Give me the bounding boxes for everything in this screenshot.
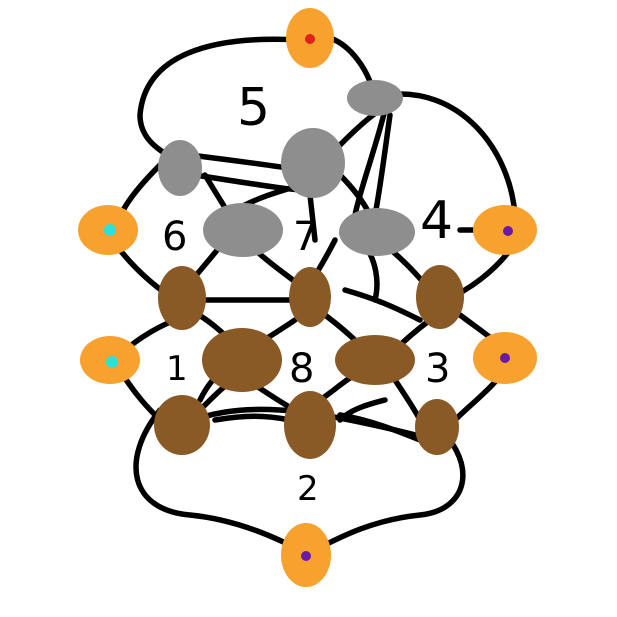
region-label-5: 5: [237, 78, 270, 138]
brown-node: [284, 391, 336, 459]
region-label-2: 2: [297, 469, 319, 509]
terminal-dot: [500, 353, 510, 363]
region-label-4: 4: [420, 191, 453, 251]
edge: [342, 287, 423, 323]
brown-node: [415, 399, 459, 455]
terminal-dot: [104, 224, 116, 236]
region-label-8: 8: [289, 346, 314, 392]
edge: [133, 407, 303, 553]
terminal-dot: [503, 226, 513, 236]
gray-nodes: [158, 80, 415, 257]
edge: [392, 377, 423, 423]
edge: [337, 397, 388, 423]
region-label-6: 6: [162, 214, 187, 260]
gray-node: [339, 208, 415, 256]
edge: [212, 413, 293, 423]
gray-node: [281, 128, 345, 198]
brown-node: [202, 328, 282, 392]
terminal-dot: [305, 34, 315, 44]
region-label-3: 3: [425, 346, 450, 392]
region-labels: 5 4 6 7 1 8 3 2: [162, 78, 453, 509]
brown-node: [335, 335, 415, 385]
edge: [352, 107, 388, 218]
brown-node: [289, 267, 331, 327]
edge: [337, 412, 423, 443]
terminal-dot: [301, 551, 311, 561]
edge: [137, 36, 303, 163]
region-label-7: 7: [293, 214, 318, 260]
region-label-1: 1: [166, 349, 188, 389]
gray-node: [158, 140, 202, 196]
brown-node: [416, 265, 464, 329]
brown-node: [158, 266, 206, 330]
gray-node: [203, 203, 283, 257]
edge: [312, 417, 466, 553]
terminals: [78, 8, 537, 587]
brown-nodes: [154, 265, 464, 459]
edge: [307, 192, 318, 243]
terminal-dot: [106, 356, 118, 368]
edge: [372, 112, 393, 218]
gray-node: [347, 80, 403, 116]
edge: [382, 91, 518, 218]
brown-node: [154, 395, 210, 455]
